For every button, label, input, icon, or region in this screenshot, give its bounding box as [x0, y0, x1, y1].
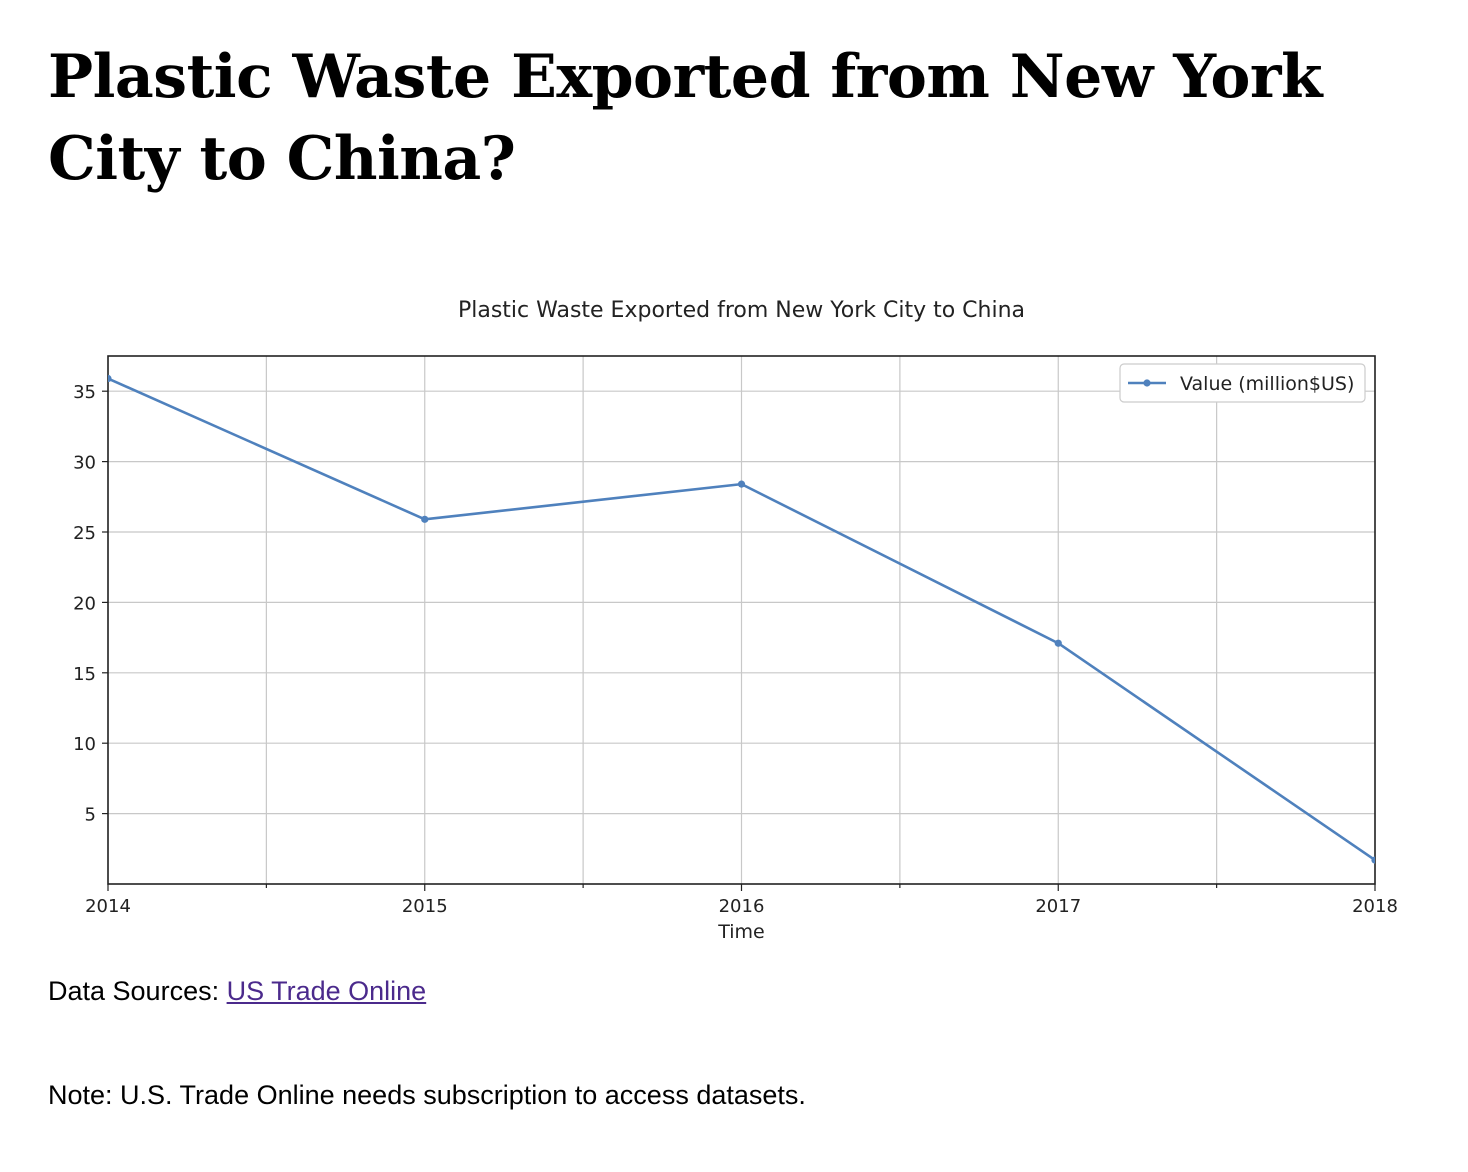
y-tick-label: 10 — [73, 734, 96, 755]
us-trade-online-link[interactable]: US Trade Online — [226, 976, 427, 1006]
data-sources-label: Data Sources: — [48, 976, 227, 1006]
y-tick-label: 5 — [85, 805, 96, 826]
x-tick-label: 2016 — [719, 896, 765, 917]
y-tick-label: 30 — [73, 453, 96, 474]
line-chart: Plastic Waste Exported from New York Cit… — [73, 298, 1398, 943]
chart-container: Plastic Waste Exported from New York Cit… — [0, 280, 1468, 960]
data-sources-line: Data Sources: US Trade Online — [48, 976, 426, 1007]
data-point — [737, 480, 746, 488]
data-point — [1371, 856, 1375, 864]
legend-box — [1119, 363, 1366, 403]
data-point — [1054, 639, 1062, 647]
y-tick-label: 20 — [73, 593, 96, 614]
page-title: Plastic Waste Exported from New York Cit… — [48, 42, 1323, 194]
x-tick-label: 2015 — [402, 896, 448, 917]
chart-title: Plastic Waste Exported from New York Cit… — [458, 298, 1025, 323]
data-point — [108, 374, 112, 383]
legend-marker — [1143, 379, 1151, 387]
y-tick-label: 25 — [73, 523, 96, 544]
legend-label: Value (million$US) — [1180, 373, 1354, 395]
y-tick-label: 15 — [73, 664, 96, 685]
x-tick-label: 2017 — [1035, 896, 1081, 917]
x-tick-label: 2014 — [85, 896, 131, 917]
data-point — [421, 515, 429, 523]
x-axis-label: Time — [717, 921, 765, 943]
y-tick-label: 35 — [73, 382, 96, 403]
x-tick-label: 2018 — [1352, 896, 1398, 917]
subscription-note: Note: U.S. Trade Online needs subscripti… — [48, 1080, 806, 1110]
